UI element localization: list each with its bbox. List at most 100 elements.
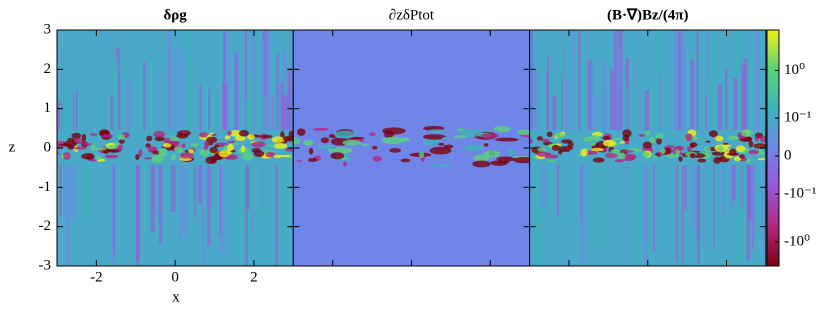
band-blob xyxy=(703,146,711,153)
band-blob xyxy=(296,159,302,162)
streak xyxy=(644,90,650,130)
streak xyxy=(681,30,685,131)
band-blob xyxy=(746,158,751,164)
band-blob xyxy=(418,151,425,159)
band-blob xyxy=(162,143,172,148)
streak xyxy=(609,69,613,130)
y-tick-label: -3 xyxy=(39,257,52,273)
streak xyxy=(572,30,576,131)
streak xyxy=(636,165,641,266)
streak xyxy=(125,81,131,130)
streak xyxy=(741,165,746,262)
band-blob xyxy=(602,139,616,147)
band-blob xyxy=(144,157,153,160)
streak xyxy=(111,30,116,131)
band-blob xyxy=(507,148,515,157)
band-blob xyxy=(422,134,446,140)
band-blob xyxy=(675,149,680,157)
streak xyxy=(150,165,155,233)
streak xyxy=(63,73,68,130)
band-blob xyxy=(282,135,293,142)
streak xyxy=(194,165,197,218)
streak xyxy=(574,30,580,130)
band-blob xyxy=(170,154,176,161)
band-blob xyxy=(80,142,93,146)
band-blob xyxy=(179,152,194,159)
streak xyxy=(114,58,119,131)
colorbar-tick-label: 0 xyxy=(784,148,792,164)
band-blob xyxy=(483,150,501,158)
band-blob xyxy=(296,128,306,136)
streak xyxy=(563,44,565,130)
streak xyxy=(280,82,284,130)
band-blob xyxy=(429,146,452,155)
streak xyxy=(75,90,78,130)
streak xyxy=(725,67,728,130)
streak xyxy=(535,165,540,266)
band-blob xyxy=(320,137,330,144)
streak xyxy=(685,165,688,210)
streak xyxy=(730,165,733,214)
band-blob xyxy=(689,142,698,148)
band-blob xyxy=(567,141,574,148)
streak xyxy=(262,38,268,130)
band-blob xyxy=(389,148,401,153)
streak xyxy=(207,165,211,247)
band-blob xyxy=(135,153,140,160)
streak xyxy=(594,165,597,266)
streak xyxy=(234,53,238,130)
streak xyxy=(245,98,250,130)
band-blob xyxy=(238,130,249,137)
band-blob xyxy=(209,146,218,154)
band-blob xyxy=(711,151,726,156)
band-blob xyxy=(496,156,515,162)
band-blob xyxy=(105,149,120,153)
band-blob xyxy=(224,135,231,140)
streak xyxy=(580,165,583,220)
band-blob xyxy=(199,132,208,138)
band-blob xyxy=(307,158,318,162)
band-blob xyxy=(240,145,246,153)
band-blob xyxy=(480,133,499,139)
band-blob xyxy=(206,136,218,144)
band-blob xyxy=(153,130,166,138)
band-blob xyxy=(453,135,467,139)
streak xyxy=(556,165,560,216)
band-blob xyxy=(317,144,336,149)
streak xyxy=(643,165,649,266)
streak xyxy=(272,42,274,130)
band-blob xyxy=(713,156,721,164)
y-axis-label: z xyxy=(9,139,16,155)
band-blob xyxy=(381,136,405,144)
streak xyxy=(224,33,229,131)
band-blob xyxy=(174,146,184,153)
streak xyxy=(587,59,593,131)
streak xyxy=(655,30,659,131)
band-blob xyxy=(293,137,301,145)
band-blob xyxy=(260,134,273,139)
streak xyxy=(560,73,563,130)
streak xyxy=(219,165,225,253)
band-blob xyxy=(303,139,314,146)
streak xyxy=(748,64,752,130)
band-blob xyxy=(537,147,547,152)
band-blob xyxy=(443,144,454,149)
streak xyxy=(713,165,715,247)
band-blob xyxy=(190,142,200,147)
band-blob xyxy=(71,132,82,139)
band-blob xyxy=(438,142,445,146)
band-blob xyxy=(645,131,651,136)
band-blob xyxy=(105,145,119,150)
band-blob xyxy=(435,164,453,167)
streak xyxy=(110,95,114,130)
streak xyxy=(173,48,177,130)
x-axis-label: x xyxy=(172,289,180,305)
band-blob xyxy=(754,136,759,142)
band-blob xyxy=(372,155,382,162)
band-blob xyxy=(638,134,646,137)
band-blob xyxy=(167,140,180,146)
streak xyxy=(84,165,89,223)
streak xyxy=(530,30,533,131)
streak xyxy=(756,30,760,130)
panel-title: ∂zδPtot xyxy=(389,7,435,23)
